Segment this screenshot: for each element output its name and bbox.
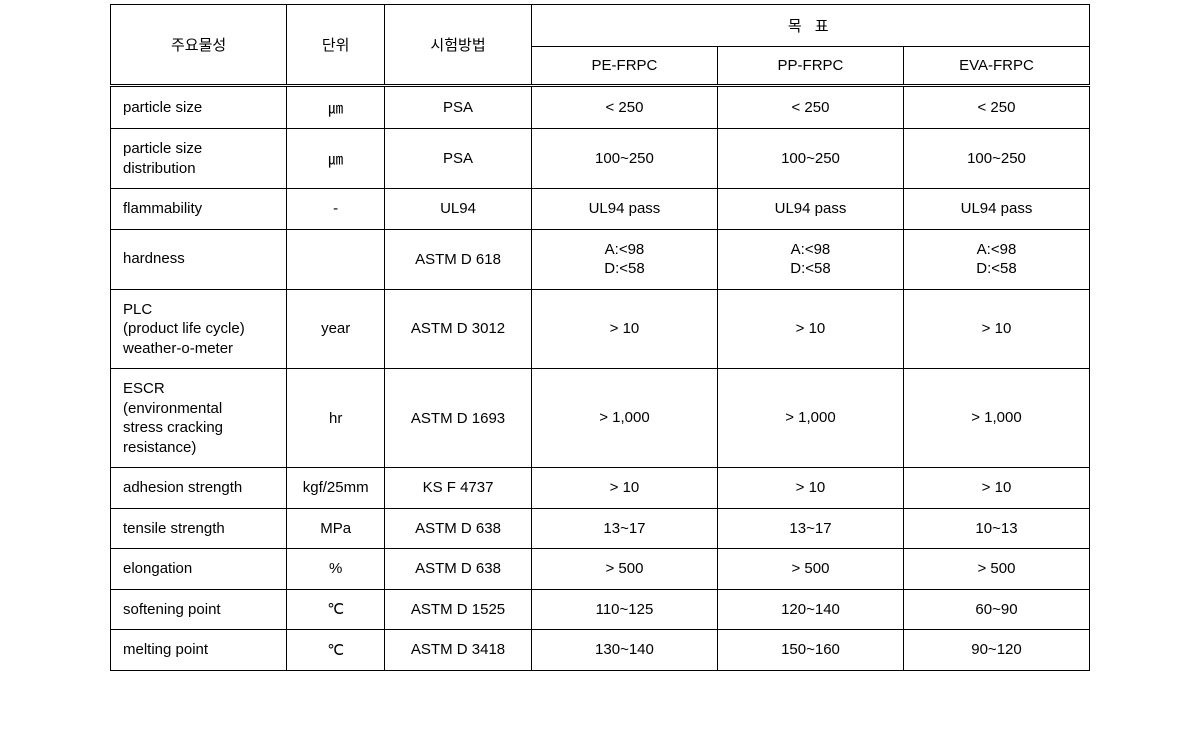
property-cell: elongation	[111, 549, 287, 590]
pe-frpc-cell: < 250	[531, 86, 717, 129]
eva-frpc-cell: 90~120	[903, 630, 1089, 671]
pp-frpc-cell: A:<98D:<58	[717, 229, 903, 289]
pe-frpc-cell: 110~125	[531, 589, 717, 630]
table-header: 주요물성 단위 시험방법 목 표 PE-FRPC PP-FRPC EVA-FRP…	[111, 5, 1090, 86]
pe-frpc-cell: 13~17	[531, 508, 717, 549]
method-cell: ASTM D 3012	[385, 289, 532, 369]
property-cell: ESCR(environmentalstress crackingresista…	[111, 369, 287, 468]
property-cell: PLC(product life cycle)weather-o-meter	[111, 289, 287, 369]
eva-frpc-cell: UL94 pass	[903, 189, 1089, 230]
unit-cell: hr	[287, 369, 385, 468]
unit-cell: MPa	[287, 508, 385, 549]
pe-frpc-cell: UL94 pass	[531, 189, 717, 230]
method-cell: ASTM D 1525	[385, 589, 532, 630]
method-cell: ASTM D 638	[385, 508, 532, 549]
material-properties-table: 주요물성 단위 시험방법 목 표 PE-FRPC PP-FRPC EVA-FRP…	[110, 4, 1090, 671]
pp-frpc-cell: > 10	[717, 468, 903, 509]
unit-cell: ℃	[287, 630, 385, 671]
pe-frpc-cell: > 10	[531, 289, 717, 369]
eva-frpc-cell: A:<98D:<58	[903, 229, 1089, 289]
eva-frpc-cell: 60~90	[903, 589, 1089, 630]
pe-frpc-cell: > 1,000	[531, 369, 717, 468]
pp-frpc-cell: > 500	[717, 549, 903, 590]
method-cell: ASTM D 3418	[385, 630, 532, 671]
eva-frpc-cell: < 250	[903, 86, 1089, 129]
table-row: hardnessASTM D 618A:<98D:<58A:<98D:<58A:…	[111, 229, 1090, 289]
method-cell: ASTM D 1693	[385, 369, 532, 468]
property-cell: flammability	[111, 189, 287, 230]
pe-frpc-cell: 100~250	[531, 129, 717, 189]
eva-frpc-cell: > 10	[903, 289, 1089, 369]
eva-frpc-cell: > 1,000	[903, 369, 1089, 468]
unit-cell: ㎛	[287, 86, 385, 129]
pp-frpc-cell: 100~250	[717, 129, 903, 189]
unit-cell: ㎛	[287, 129, 385, 189]
table-row: PLC(product life cycle)weather-o-meterye…	[111, 289, 1090, 369]
table-body: particle size㎛PSA< 250< 250< 250particle…	[111, 86, 1090, 671]
property-cell: particle sizedistribution	[111, 129, 287, 189]
table-row: flammability-UL94UL94 passUL94 passUL94 …	[111, 189, 1090, 230]
table-row: softening point℃ASTM D 1525110~125120~14…	[111, 589, 1090, 630]
table-row: melting point℃ASTM D 3418130~140150~1609…	[111, 630, 1090, 671]
property-cell: melting point	[111, 630, 287, 671]
header-unit: 단위	[287, 5, 385, 86]
method-cell: PSA	[385, 86, 532, 129]
header-pe-frpc: PE-FRPC	[531, 47, 717, 86]
header-row-1: 주요물성 단위 시험방법 목 표	[111, 5, 1090, 47]
property-cell: softening point	[111, 589, 287, 630]
pp-frpc-cell: > 1,000	[717, 369, 903, 468]
method-cell: PSA	[385, 129, 532, 189]
unit-cell: -	[287, 189, 385, 230]
property-cell: tensile strength	[111, 508, 287, 549]
method-cell: ASTM D 618	[385, 229, 532, 289]
unit-cell: year	[287, 289, 385, 369]
header-target: 목 표	[531, 5, 1089, 47]
pp-frpc-cell: < 250	[717, 86, 903, 129]
pe-frpc-cell: > 500	[531, 549, 717, 590]
eva-frpc-cell: > 500	[903, 549, 1089, 590]
unit-cell: %	[287, 549, 385, 590]
eva-frpc-cell: 10~13	[903, 508, 1089, 549]
pp-frpc-cell: > 10	[717, 289, 903, 369]
method-cell: ASTM D 638	[385, 549, 532, 590]
eva-frpc-cell: 100~250	[903, 129, 1089, 189]
header-property: 주요물성	[111, 5, 287, 86]
material-properties-table-container: 주요물성 단위 시험방법 목 표 PE-FRPC PP-FRPC EVA-FRP…	[0, 0, 1190, 675]
pp-frpc-cell: 120~140	[717, 589, 903, 630]
eva-frpc-cell: > 10	[903, 468, 1089, 509]
header-pp-frpc: PP-FRPC	[717, 47, 903, 86]
header-method: 시험방법	[385, 5, 532, 86]
property-cell: particle size	[111, 86, 287, 129]
property-cell: hardness	[111, 229, 287, 289]
pp-frpc-cell: UL94 pass	[717, 189, 903, 230]
table-row: elongation%ASTM D 638> 500> 500> 500	[111, 549, 1090, 590]
unit-cell	[287, 229, 385, 289]
table-row: particle size㎛PSA< 250< 250< 250	[111, 86, 1090, 129]
pe-frpc-cell: > 10	[531, 468, 717, 509]
pp-frpc-cell: 13~17	[717, 508, 903, 549]
table-row: particle sizedistribution㎛PSA100~250100~…	[111, 129, 1090, 189]
table-row: tensile strengthMPaASTM D 63813~1713~171…	[111, 508, 1090, 549]
method-cell: UL94	[385, 189, 532, 230]
pp-frpc-cell: 150~160	[717, 630, 903, 671]
unit-cell: ℃	[287, 589, 385, 630]
property-cell: adhesion strength	[111, 468, 287, 509]
unit-cell: kgf/25mm	[287, 468, 385, 509]
pe-frpc-cell: 130~140	[531, 630, 717, 671]
table-row: adhesion strengthkgf/25mmKS F 4737> 10> …	[111, 468, 1090, 509]
table-row: ESCR(environmentalstress crackingresista…	[111, 369, 1090, 468]
pe-frpc-cell: A:<98D:<58	[531, 229, 717, 289]
method-cell: KS F 4737	[385, 468, 532, 509]
header-eva-frpc: EVA-FRPC	[903, 47, 1089, 86]
